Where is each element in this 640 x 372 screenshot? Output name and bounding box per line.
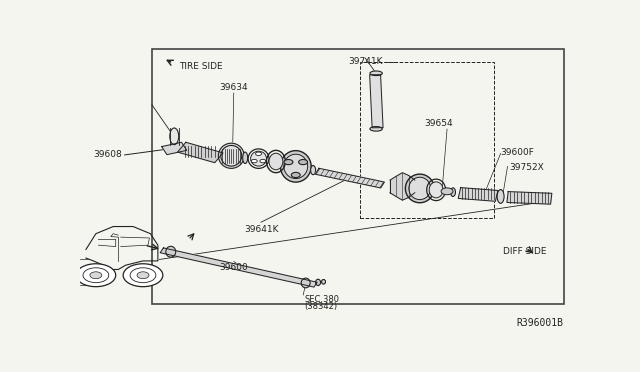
Ellipse shape [409, 177, 431, 200]
Polygon shape [370, 75, 383, 128]
Bar [152, 49, 564, 304]
Polygon shape [507, 192, 552, 204]
Circle shape [255, 152, 262, 155]
Text: (38342): (38342) [304, 302, 337, 311]
Polygon shape [458, 187, 498, 201]
Ellipse shape [166, 246, 176, 257]
Ellipse shape [280, 151, 311, 182]
Circle shape [130, 268, 156, 283]
Ellipse shape [429, 182, 443, 198]
Ellipse shape [284, 154, 308, 179]
Circle shape [252, 159, 257, 163]
Ellipse shape [221, 145, 242, 166]
Polygon shape [160, 248, 317, 287]
Text: 39608: 39608 [93, 150, 122, 160]
Ellipse shape [405, 174, 434, 203]
Circle shape [137, 272, 149, 279]
Polygon shape [177, 142, 223, 163]
Circle shape [284, 160, 293, 165]
Text: 39600F: 39600F [500, 148, 534, 157]
Ellipse shape [321, 279, 326, 284]
Polygon shape [316, 168, 385, 188]
Text: 39654: 39654 [425, 119, 453, 128]
Circle shape [441, 188, 453, 195]
Ellipse shape [370, 126, 382, 131]
Polygon shape [390, 173, 415, 200]
Ellipse shape [269, 153, 283, 170]
Circle shape [83, 268, 109, 283]
Ellipse shape [370, 71, 382, 76]
Circle shape [90, 272, 102, 279]
Bar [360, 62, 494, 218]
Text: 39641K: 39641K [244, 225, 278, 234]
Circle shape [76, 264, 116, 287]
Ellipse shape [301, 278, 310, 288]
Circle shape [260, 159, 266, 163]
Text: 39741K: 39741K [348, 57, 383, 66]
Circle shape [299, 160, 308, 165]
Ellipse shape [497, 190, 504, 203]
Ellipse shape [451, 188, 456, 196]
Ellipse shape [251, 151, 266, 166]
Circle shape [291, 172, 300, 177]
Ellipse shape [243, 152, 248, 164]
Ellipse shape [170, 128, 179, 145]
Ellipse shape [316, 279, 321, 286]
Text: R396001B: R396001B [516, 318, 564, 328]
Ellipse shape [218, 143, 244, 169]
Text: 39634: 39634 [220, 83, 248, 92]
Text: 39752X: 39752X [509, 163, 544, 172]
Polygon shape [162, 142, 187, 155]
Ellipse shape [310, 166, 316, 175]
Text: TIRE SIDE: TIRE SIDE [179, 62, 223, 71]
Circle shape [123, 264, 163, 287]
Text: 39600: 39600 [220, 263, 248, 272]
Text: SEC.380: SEC.380 [304, 295, 339, 304]
Text: DIFF SIDE: DIFF SIDE [503, 247, 547, 256]
